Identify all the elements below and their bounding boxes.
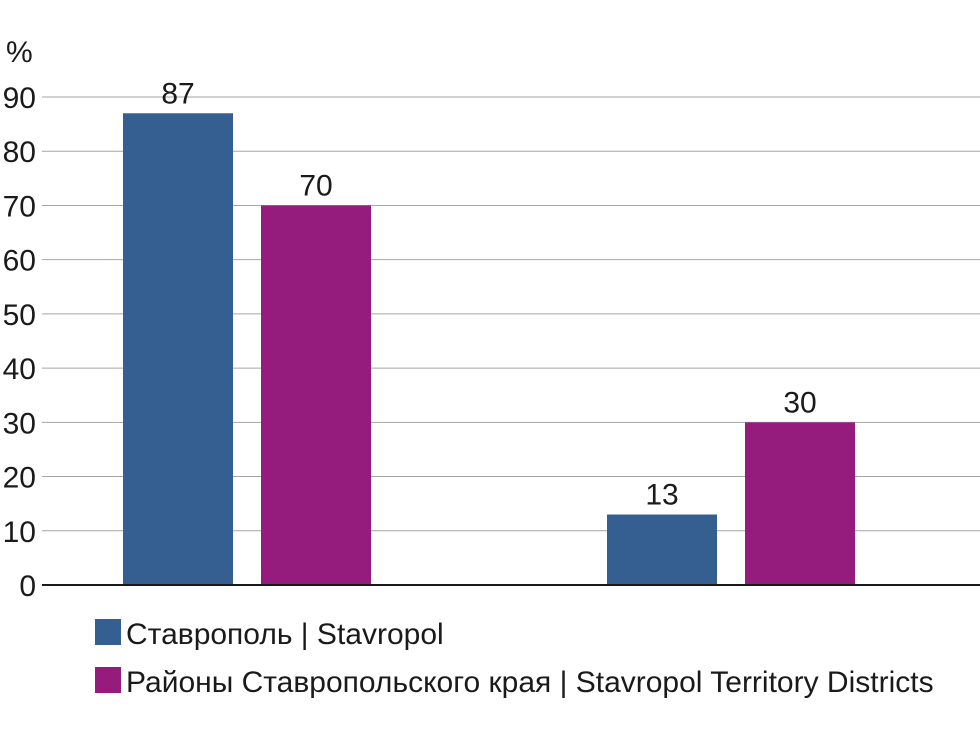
y-axis-unit-label: % xyxy=(6,36,33,69)
legend-item-stavropol: Ставрополь | Stavropol xyxy=(95,618,444,651)
data-label-series1-group0: 70 xyxy=(299,169,332,202)
data-label-series0-group1: 13 xyxy=(645,479,678,512)
bar-series1-group1 xyxy=(745,422,855,585)
bars xyxy=(123,113,855,586)
legend-item-districts: Районы Ставропольского края | Stavropol … xyxy=(95,666,934,699)
y-axis-ticks: 0 10 20 30 40 50 60 70 80 90 xyxy=(3,82,36,603)
y-tick-label-60: 60 xyxy=(3,245,36,278)
y-tick-label-0: 0 xyxy=(19,570,36,603)
y-tick-label-20: 20 xyxy=(3,462,36,495)
data-label-series1-group1: 30 xyxy=(783,386,816,419)
y-tick-label-10: 10 xyxy=(3,516,36,549)
bar-series1-group0 xyxy=(261,205,371,585)
y-tick-label-80: 80 xyxy=(3,136,36,169)
legend-label-districts: Районы Ставропольского края | Stavropol … xyxy=(126,666,934,699)
bar-series0-group0 xyxy=(123,113,233,586)
legend-label-stavropol: Ставрополь | Stavropol xyxy=(126,618,444,651)
legend-swatch-districts xyxy=(95,667,121,693)
data-labels: 87 13 70 30 xyxy=(161,77,816,511)
bar-series0-group1 xyxy=(607,514,717,585)
data-label-series0-group0: 87 xyxy=(161,77,194,110)
y-tick-label-40: 40 xyxy=(3,353,36,386)
legend: Ставрополь | Stavropol Районы Ставрополь… xyxy=(95,618,934,699)
y-tick-label-70: 70 xyxy=(3,190,36,223)
y-tick-label-90: 90 xyxy=(3,82,36,115)
y-tick-label-30: 30 xyxy=(3,407,36,440)
legend-swatch-stavropol xyxy=(95,619,121,645)
y-tick-label-50: 50 xyxy=(3,299,36,332)
